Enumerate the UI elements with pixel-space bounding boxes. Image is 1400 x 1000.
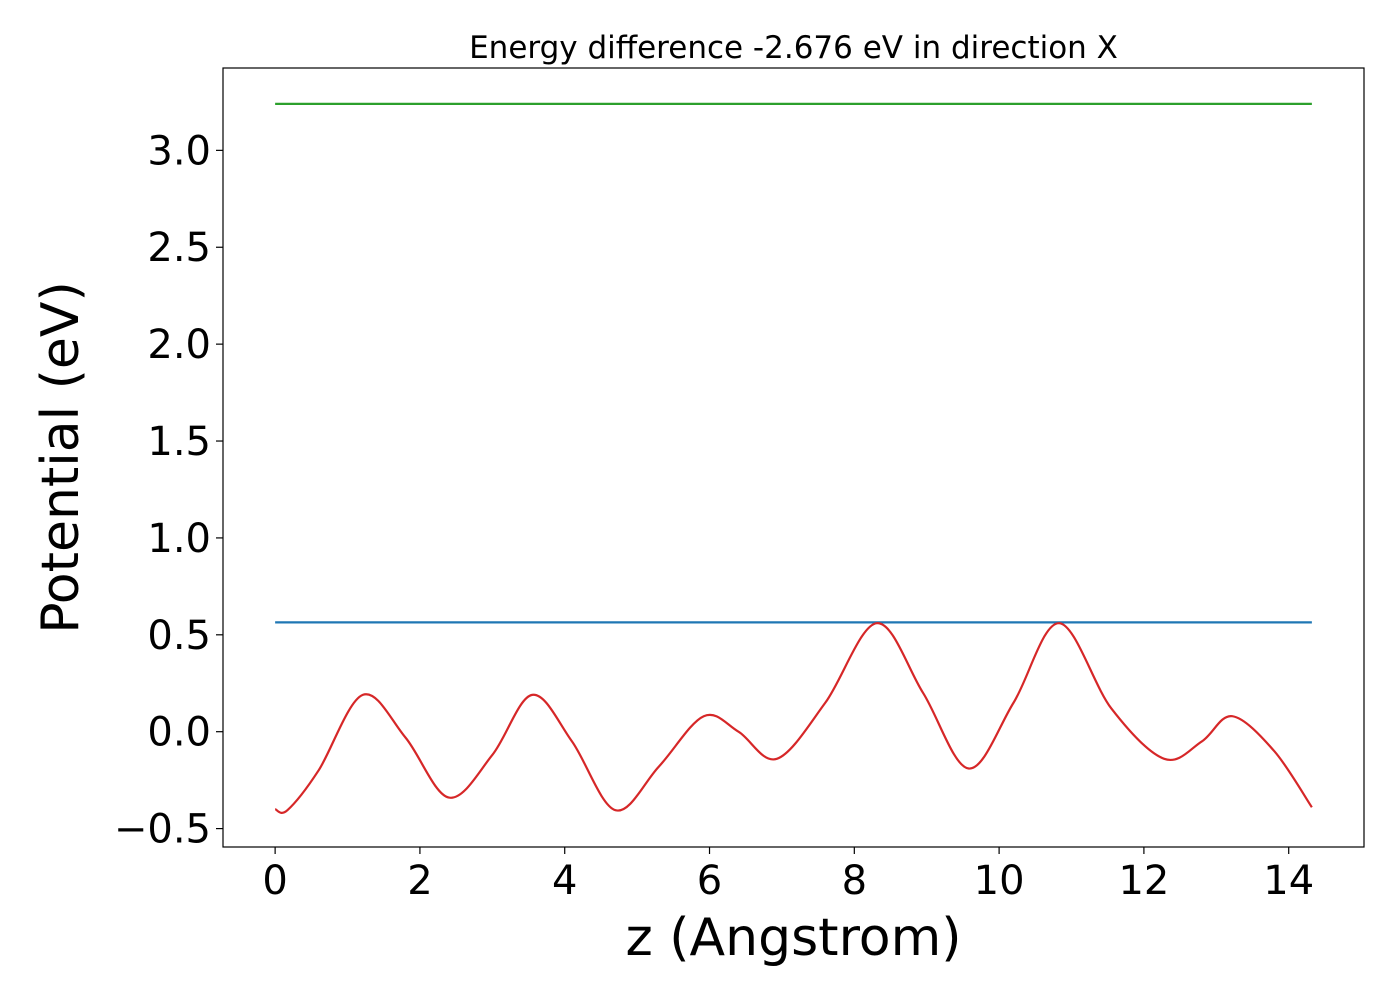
x-tick-label: 0 xyxy=(262,858,287,904)
y-tick-label: −0.5 xyxy=(114,807,211,853)
chart-title: Energy difference -2.676 eV in direction… xyxy=(469,30,1118,66)
y-axis-title: Potential (eV) xyxy=(31,281,91,633)
x-axis-title: z (Angstrom) xyxy=(625,908,961,968)
x-tick-label: 8 xyxy=(842,858,867,904)
y-axis-ticks: −0.5 0.0 0.5 1.0 1.5 2.0 2.5 3.0 xyxy=(114,128,223,853)
y-tick-label: 2.0 xyxy=(147,322,211,368)
x-tick-label: 6 xyxy=(697,858,722,904)
series-line-3 xyxy=(274,622,1313,814)
axes-frame xyxy=(222,67,1365,848)
x-axis-ticks: 0 2 4 6 8 10 12 14 xyxy=(262,847,1314,904)
x-tick-label: 4 xyxy=(552,858,577,904)
x-tick-label: 12 xyxy=(1118,858,1169,904)
y-tick-label: 3.0 xyxy=(147,128,211,174)
y-tick-label: 0.0 xyxy=(147,710,211,756)
x-tick-label: 10 xyxy=(974,858,1025,904)
y-tick-label: 0.5 xyxy=(147,613,211,659)
plot-area xyxy=(274,102,1313,814)
y-tick-label: 1.0 xyxy=(147,516,211,562)
x-tick-label: 2 xyxy=(407,858,432,904)
y-tick-label: 2.5 xyxy=(147,225,211,271)
y-tick-label: 1.5 xyxy=(147,419,211,465)
x-tick-label: 14 xyxy=(1263,858,1314,904)
